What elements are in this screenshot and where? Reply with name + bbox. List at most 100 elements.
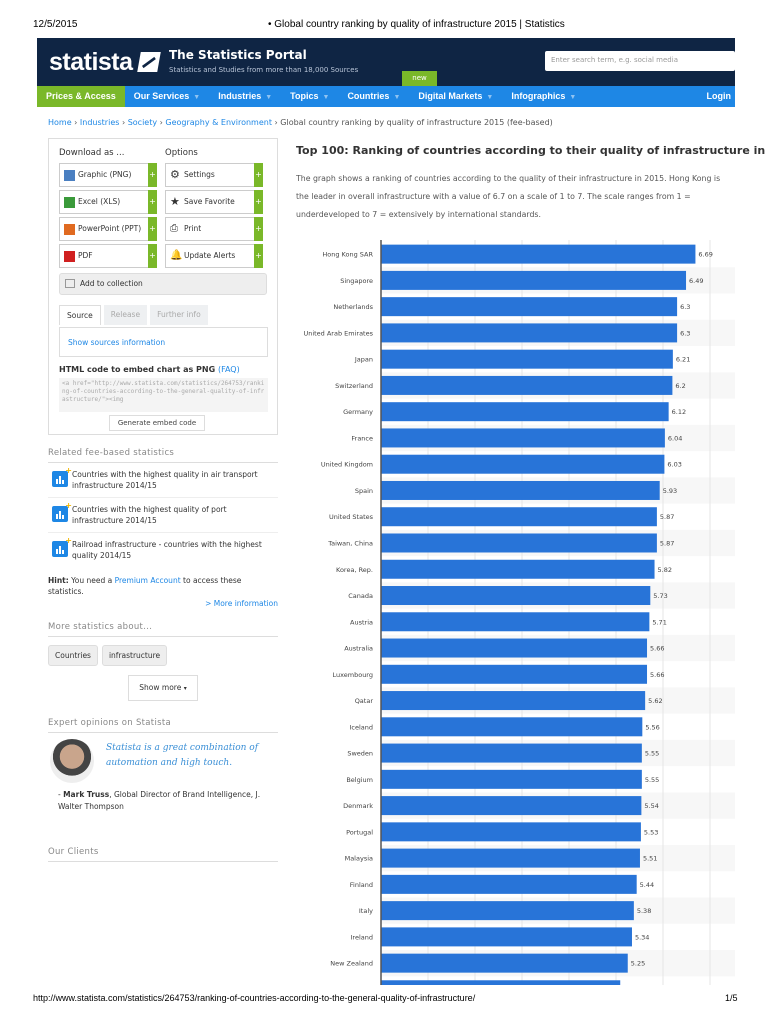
show-more-button[interactable]: Show more ▾	[128, 675, 198, 701]
update-alerts-button[interactable]: 🔔 Update Alerts +	[165, 244, 263, 268]
chevron-down-icon: ▼	[265, 94, 273, 101]
category-label: Sweden	[347, 750, 373, 758]
data-label: 6.69	[698, 251, 712, 259]
category-label: Iceland	[349, 723, 373, 731]
nav-topics[interactable]: Topics ▼	[281, 86, 338, 107]
breadcrumb-society[interactable]: Society	[127, 118, 158, 127]
tab-release[interactable]: Release	[103, 305, 148, 325]
related-title: Related fee-based statistics	[48, 448, 278, 463]
data-label: 5.66	[650, 645, 664, 653]
print-page-number: 1/5	[725, 993, 738, 1003]
related-item[interactable]: Countries with the highest quality of po…	[48, 498, 278, 533]
more-information-link[interactable]: > More information	[205, 599, 278, 608]
category-label: Austria	[350, 618, 373, 626]
print-button[interactable]: ⎙ Print +	[165, 217, 263, 241]
related-item[interactable]: Railroad infrastructure - countries with…	[48, 533, 278, 567]
expert-attribution: - Mark Truss, Global Director of Brand I…	[58, 789, 278, 813]
statista-logo[interactable]: statista	[49, 48, 133, 76]
nav-label: Digital Markets	[418, 91, 483, 101]
generate-embed-code-button[interactable]: Generate embed code	[109, 415, 205, 431]
data-label: 5.93	[663, 487, 677, 495]
button-label: Save Favorite	[184, 197, 235, 206]
add-to-collection-button[interactable]: Add to collection	[59, 273, 267, 295]
related-item[interactable]: Countries with the highest quality in ai…	[48, 463, 278, 498]
category-label: Canada	[348, 592, 373, 600]
premium-account-link[interactable]: Premium Account	[114, 576, 181, 585]
embed-code-textarea[interactable]: <a href="http://www.statista.com/statist…	[59, 378, 268, 412]
save-favorite-button[interactable]: ★ Save Favorite +	[165, 190, 263, 214]
download-xls-button[interactable]: Excel (XLS) +	[59, 190, 157, 214]
site-header: statista The Statistics Portal Statistic…	[37, 38, 735, 86]
data-label: 6.04	[668, 434, 682, 442]
nav-countries[interactable]: Countries ▼	[338, 86, 409, 107]
nav-label: Industries	[218, 91, 262, 101]
plus-icon: +	[254, 190, 263, 214]
button-label: PDF	[78, 251, 93, 260]
data-label: 6.3	[680, 329, 690, 337]
bar	[381, 901, 634, 921]
bar	[381, 480, 660, 500]
download-pdf-button[interactable]: PDF +	[59, 244, 157, 268]
bar	[381, 270, 687, 290]
download-png-button[interactable]: Graphic (PNG) +	[59, 163, 157, 187]
nav-prices-access[interactable]: Prices & Access	[37, 86, 125, 107]
bar	[381, 638, 648, 658]
plus-icon: +	[148, 217, 157, 241]
main-nav: Prices & Access Our Services ▼ Industries…	[37, 86, 735, 107]
related-label: Railroad infrastructure - countries with…	[72, 540, 262, 560]
download-ppt-button[interactable]: PowerPoint (PPT) +	[59, 217, 157, 241]
nav-digital-markets[interactable]: Digital Markets ▼	[409, 86, 502, 107]
category-label: France	[351, 434, 373, 442]
more-statistics-title: More statistics about...	[48, 622, 278, 637]
nav-industries[interactable]: Industries ▼	[209, 86, 281, 107]
button-label: Settings	[184, 170, 215, 179]
portal-title: The Statistics Portal	[169, 48, 307, 62]
print-title: • Global country ranking by quality of i…	[268, 19, 565, 30]
bar	[381, 822, 641, 842]
category-label: Finland	[350, 881, 373, 889]
chevron-down-icon: ▼	[393, 94, 401, 101]
tag-countries[interactable]: Countries	[48, 645, 98, 666]
breadcrumb-geography[interactable]: Geography & Environment	[165, 118, 272, 127]
login-link[interactable]: Login	[706, 91, 732, 101]
button-label: Update Alerts	[184, 251, 236, 260]
source-tabs: Source Release Further info	[59, 305, 211, 325]
tab-source[interactable]: Source	[59, 305, 101, 325]
search-input[interactable]: Enter search term, e.g. social media	[545, 51, 735, 71]
nav-our-services[interactable]: Our Services ▼	[125, 86, 209, 107]
category-label: Taiwan, China	[327, 539, 373, 547]
nav-label: Topics	[290, 91, 319, 101]
tag-infrastructure[interactable]: infrastructure	[101, 645, 168, 666]
data-label: 5.25	[631, 960, 645, 968]
bar	[381, 507, 657, 527]
bar	[381, 927, 632, 947]
data-label: 5.56	[645, 723, 659, 731]
expert-avatar	[50, 739, 94, 783]
powerpoint-file-icon	[64, 224, 75, 235]
breadcrumb-industries[interactable]: Industries	[79, 118, 120, 127]
hint-text: Hint: You need a Premium Account to acce…	[48, 575, 278, 597]
chevron-down-icon: ▼	[569, 94, 577, 101]
button-label: Show more	[139, 683, 182, 692]
bar	[381, 769, 642, 789]
logo-mark-icon	[137, 52, 161, 72]
nav-label: Infographics	[511, 91, 566, 101]
data-label: 6.2	[675, 382, 685, 390]
nav-label: Countries	[347, 91, 390, 101]
category-label: Qatar	[355, 697, 374, 705]
button-label: Add to collection	[80, 279, 143, 288]
button-label: Print	[184, 224, 202, 233]
plus-icon: +	[254, 163, 263, 187]
show-sources-link[interactable]: Show sources information	[59, 327, 268, 357]
settings-button[interactable]: ⚙ Settings +	[165, 163, 263, 187]
breadcrumb-home[interactable]: Home	[48, 118, 72, 127]
hint-post: to access these statistics.	[48, 576, 242, 596]
embed-title-text: HTML code to embed chart as PNG	[59, 365, 216, 374]
gear-icon: ⚙	[170, 168, 180, 181]
nav-infographics[interactable]: Infographics ▼	[502, 86, 585, 107]
our-clients-title: Our Clients	[48, 847, 278, 862]
bar	[381, 586, 651, 606]
faq-link[interactable]: (FAQ)	[217, 365, 240, 374]
data-label: 6.21	[676, 356, 690, 364]
tab-further-info[interactable]: Further info	[150, 305, 208, 325]
